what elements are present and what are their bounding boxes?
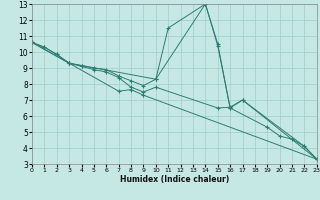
X-axis label: Humidex (Indice chaleur): Humidex (Indice chaleur) (120, 175, 229, 184)
